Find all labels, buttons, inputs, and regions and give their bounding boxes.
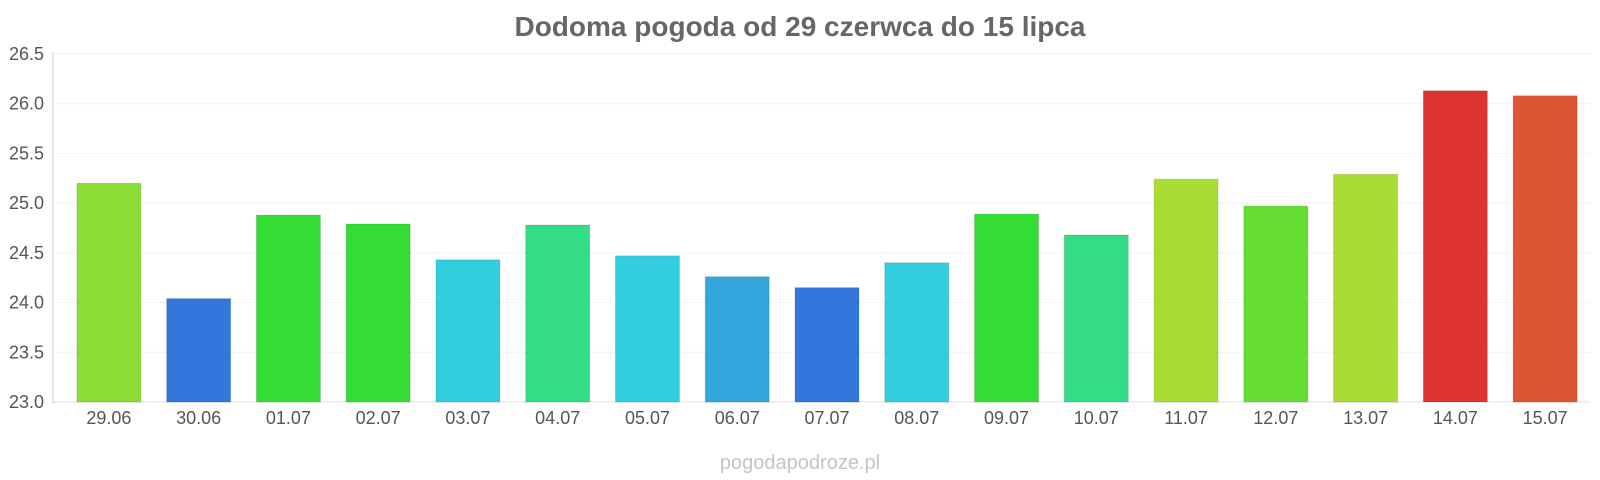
bar: [794, 287, 860, 403]
bar: [1153, 178, 1219, 403]
y-tick-label: 23.0: [9, 392, 44, 412]
x-tick-label: 29.06: [86, 408, 131, 428]
bar: [76, 182, 142, 403]
x-axis-ticks: 29.06 30.06 01.07 02.07 03.07 04.07 05.07 06.07…: [86, 408, 1567, 428]
bar: [974, 213, 1040, 403]
watermark: pogodapodroze.pl: [720, 452, 880, 474]
chart-title: Dodoma pogoda od 29 czerwca do 15 lipca: [514, 11, 1085, 42]
bar: [1333, 173, 1399, 403]
x-tick-label: 15.07: [1523, 408, 1568, 428]
bar: [345, 223, 411, 403]
bar: [1422, 90, 1488, 403]
bar: [255, 214, 321, 403]
x-tick-label: 02.07: [356, 408, 401, 428]
x-tick-label: 05.07: [625, 408, 670, 428]
bar: [166, 298, 232, 403]
x-tick-label: 12.07: [1253, 408, 1298, 428]
bar: [525, 224, 591, 403]
y-tick-label: 24.0: [9, 293, 44, 313]
y-tick-label: 26.5: [9, 44, 44, 64]
bar: [435, 259, 501, 403]
y-tick-label: 23.5: [9, 342, 44, 362]
x-tick-label: 14.07: [1433, 408, 1478, 428]
y-tick-label: 24.5: [9, 243, 44, 263]
x-tick-label: 11.07: [1164, 408, 1208, 428]
bars: [76, 90, 1578, 403]
x-tick-label: 08.07: [894, 408, 939, 428]
bar: [704, 276, 770, 403]
bar: [884, 262, 950, 403]
x-tick-label: 01.07: [266, 408, 311, 428]
x-tick-label: 30.06: [176, 408, 221, 428]
x-tick-label: 09.07: [984, 408, 1029, 428]
x-tick-label: 10.07: [1074, 408, 1119, 428]
y-tick-label: 25.0: [9, 193, 44, 213]
x-tick-label: 06.07: [715, 408, 760, 428]
x-tick-label: 04.07: [535, 408, 580, 428]
x-tick-label: 07.07: [804, 408, 849, 428]
bar: [1243, 205, 1309, 403]
x-tick-label: 13.07: [1343, 408, 1388, 428]
x-tick-label: 03.07: [445, 408, 490, 428]
y-tick-label: 25.5: [9, 143, 44, 163]
bar: [614, 255, 680, 403]
bar: [1063, 234, 1129, 403]
y-tick-label: 26.0: [9, 94, 44, 114]
bar: [1512, 95, 1578, 403]
y-axis-ticks: 23.0 23.5 24.0 24.5 25.0 25.5 26.0 26.5: [9, 44, 44, 412]
